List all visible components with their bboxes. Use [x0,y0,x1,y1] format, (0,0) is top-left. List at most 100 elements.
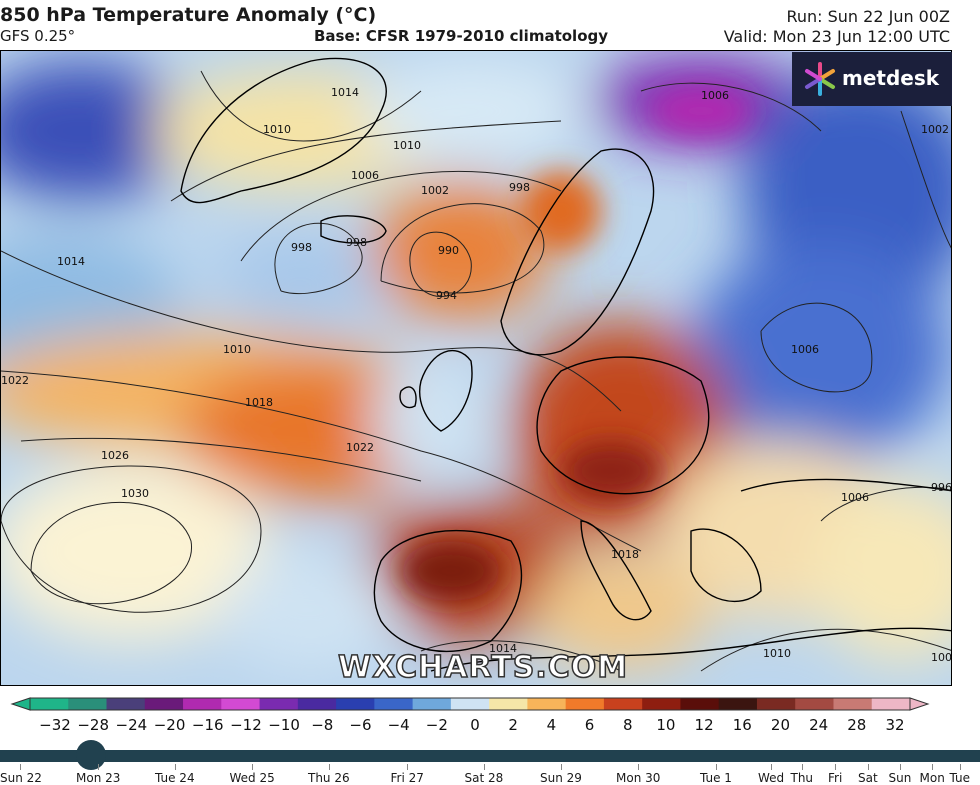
logo-text: metdesk [842,66,940,90]
colorbar-segment [718,698,758,710]
timeline-day-label[interactable]: Mon 30 [616,771,661,785]
timeline-tick [98,764,99,770]
colorbar-tick-label: −6 [349,716,371,734]
colorbar-tick-label: 0 [470,716,480,734]
isobar-label: 1014 [57,255,85,268]
colorbar-segment [680,698,720,710]
timeline-day-label[interactable]: Wed [758,771,785,785]
timeline-day-label[interactable]: Sun 29 [540,771,582,785]
colorbar-tick-label: 2 [508,716,518,734]
colorbar-segment [565,698,605,710]
isobar-label: 1010 [223,343,251,356]
colorbar-tick-label: 6 [585,716,595,734]
timeline-day-label[interactable]: Tue [949,771,971,785]
colorbar-tick-label: 28 [847,716,866,734]
watermark: WXCHARTS.COM [337,649,629,686]
colorbar-tick-label: 20 [771,716,790,734]
timeline-day-label[interactable]: Fri 27 [390,771,424,785]
isobar-label: 998 [291,241,312,254]
metdesk-star-icon [805,62,835,96]
isobar-label: 994 [436,289,457,302]
timeline-day-label[interactable]: Mon 23 [76,771,121,785]
isobar-label: 998 [509,181,530,194]
colorbar-tick-label: −4 [388,716,410,734]
colorbar-tick-label: −32 [39,716,71,734]
timeline-tick [932,764,933,770]
base-climatology-label: Base: CFSR 1979-2010 climatology [314,27,609,45]
colorbar-segment [374,698,414,710]
anomaly-map[interactable]: 1014 1010 1010 1006 1002 998 998 998 990 994 1014 1… [0,50,952,686]
colorbar-segment [795,698,834,710]
timeline-tick [771,764,772,770]
colorbar-segment [450,698,490,710]
timeline-tick [900,764,901,770]
timeline-day-label[interactable]: Sun 22 [0,771,42,785]
metdesk-logo: metdesk [792,52,952,106]
colorbar-tick-label: −8 [311,716,333,734]
colorbar-tick-label: −24 [116,716,148,734]
timeline-tick [175,764,176,770]
isobar-label: 1014 [331,86,359,99]
colorbar-outline [29,697,911,711]
timeline-day-label[interactable]: Fri [828,771,843,785]
isobar-label: 1010 [263,123,291,136]
chart-header: 850 hPa Temperature Anomaly (°C) GFS 0.2… [0,0,980,50]
anomaly-field [1,56,951,671]
isobar-label: 1006 [841,491,869,504]
timeline-tick [484,764,485,770]
colorbar-segment [642,698,681,710]
isobar-label: 1026 [101,449,129,462]
chart-title: 850 hPa Temperature Anomaly (°C) [0,4,377,26]
colorbar-tick-label: 10 [656,716,675,734]
isobar-label: 990 [438,244,459,257]
isobar-label: 1030 [121,487,149,500]
isobar-label: 998 [346,236,367,249]
timeline-day-label[interactable]: Mon [919,771,945,785]
isobar-label: 1002 [921,123,949,136]
colorbar-segment [68,698,108,710]
colorbar-tick-label: 16 [733,716,752,734]
timeline-day-label[interactable]: Thu [790,771,814,785]
run-time-label: Run: Sun 22 Jun 00Z [786,7,950,26]
isobar-label: 1018 [245,396,273,409]
timeline-tick [407,764,408,770]
timeline-day-label[interactable]: Sat [858,771,878,785]
colorbar-segment [756,698,796,710]
timeline-tick [20,764,21,770]
colorbar-segment [259,698,299,710]
colorbar-tick-label: −2 [426,716,448,734]
colorbar-segment [489,698,528,710]
colorbar-segment [336,698,375,710]
isobar-label: 1018 [611,548,639,561]
timeline-day-label[interactable]: Tue 24 [155,771,195,785]
colorbar-tick-label: −16 [192,716,224,734]
timeline-day-label[interactable]: Wed 25 [229,771,275,785]
colorbar-tick-label: 32 [885,716,904,734]
timeline-tick [802,764,803,770]
timeline-day-label[interactable]: Tue 1 [700,771,732,785]
timeline-slider-handle[interactable] [76,740,106,770]
colorbar-segment [833,698,873,710]
colorbar-segment [871,698,911,710]
timeline-day-label[interactable]: Sun [888,771,912,785]
timeline-track[interactable] [0,750,980,762]
timeline-day-label[interactable]: Thu 26 [308,771,350,785]
colorbar-segment [30,698,69,710]
colorbar-segment [297,698,337,710]
colorbar: −32 −28 −24 −20 −16 −12 −10 −8 −6 −4 −2 0 2 4 6 8 10 12 16… [0,690,980,736]
timeline-tick [960,764,961,770]
timeline-tick [638,764,639,770]
timeline-tick [868,764,869,770]
timeline-tick [252,764,253,770]
colorbar-tick-label: 8 [623,716,633,734]
isobar-label: 1006 [701,89,729,102]
colorbar-segment [603,698,643,710]
isobar-lines [1,70,951,672]
colorbar-segment [183,698,222,710]
colorbar-segment [412,698,452,710]
timeline-tick [716,764,717,770]
timeline[interactable]: Sun 22 Mon 23 Tue 24 Wed 25 Thu 26 Fri 27 Sat … [0,740,980,785]
isobar-label: 1022 [346,441,374,454]
isobar-label: 1022 [1,374,29,387]
timeline-day-label[interactable]: Sat 28 [464,771,504,785]
